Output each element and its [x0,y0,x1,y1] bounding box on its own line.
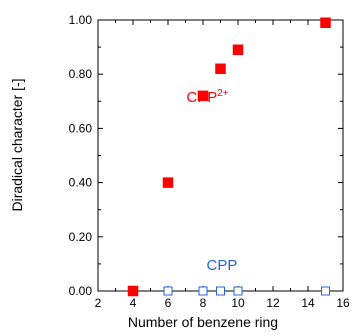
x-tick-label: 10 [231,296,245,310]
x-tick-label: 16 [336,296,350,310]
series-annotation: CPP [207,257,238,274]
data-point-cpp [163,286,173,296]
data-point-cpp2plus [320,17,331,28]
data-point-cpp2plus [162,177,174,188]
data-point-cpp [233,286,243,296]
x-tick-label: 6 [165,296,172,310]
x-tick-label: 4 [130,296,137,310]
y-tick-label: 1.00 [69,13,93,27]
x-tick-label: 12 [266,296,280,310]
data-point-cpp2plus [215,63,226,75]
y-tick-label: 0.60 [69,121,93,135]
data-point-cpp [216,286,225,296]
x-tick-label: 2 [95,296,102,310]
plot-frame [97,19,344,292]
data-point-cpp2plus [232,44,244,56]
y-tick-label: 0.00 [69,284,93,298]
data-point-cpp [321,286,330,296]
y-axis-title: Diradical character [-] [9,78,25,211]
data-point-cpp2plus [127,285,139,297]
x-axis-title: Number of benzene ring [128,314,278,330]
x-tick-label: 8 [200,296,207,310]
data-point-cpp2plus [197,90,209,102]
y-tick-label: 0.20 [69,230,93,244]
series-annotation: CPP2+ [186,88,228,106]
y-tick-label: 0.80 [69,67,93,81]
x-tick-label: 14 [301,296,315,310]
data-point-cpp [198,286,208,296]
y-tick-label: 0.40 [69,176,93,190]
